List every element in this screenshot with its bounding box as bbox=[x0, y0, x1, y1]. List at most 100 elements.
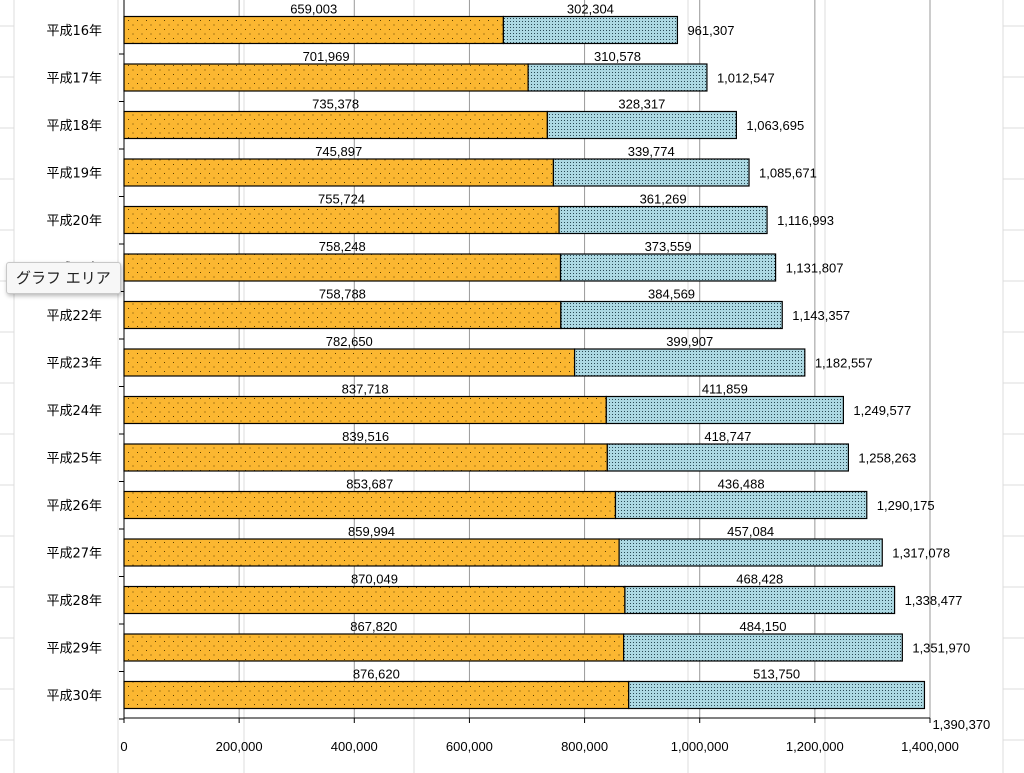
data-label-total: 961,307 bbox=[687, 23, 734, 38]
data-label-total: 1,290,175 bbox=[877, 498, 935, 513]
x-tick-label: 0 bbox=[120, 739, 127, 754]
data-label-series-1: 745,897 bbox=[315, 144, 362, 159]
bar-series-2 bbox=[558, 205, 768, 235]
x-tick-label: 1,200,000 bbox=[786, 739, 844, 754]
bar-series-1 bbox=[123, 490, 617, 520]
y-category-label: 平成29年 bbox=[46, 642, 102, 657]
data-label-series-2: 302,304 bbox=[567, 2, 614, 17]
x-tick-label: 400,000 bbox=[331, 739, 378, 754]
data-label-total: 1,131,807 bbox=[786, 261, 844, 276]
bar-series-1 bbox=[123, 633, 625, 662]
y-category-label: 平成24年 bbox=[46, 404, 102, 419]
data-label-series-1: 876,620 bbox=[353, 667, 400, 682]
bar-series-2 bbox=[606, 443, 849, 472]
data-label-series-2: 310,578 bbox=[594, 49, 641, 64]
data-labels: 659,003 302,304 961,307 701,969 310,578 1,012… bbox=[290, 2, 990, 733]
y-category-label: 平成18年 bbox=[46, 119, 102, 134]
y-category-label: 平成23年 bbox=[46, 357, 102, 372]
bar-series-1 bbox=[123, 585, 626, 615]
bar-series-2 bbox=[552, 158, 750, 187]
bar-series-2 bbox=[527, 63, 708, 92]
data-label-series-1: 867,820 bbox=[350, 619, 397, 634]
data-label-series-2: 373,559 bbox=[645, 239, 692, 254]
data-label-total: 1,012,547 bbox=[717, 71, 775, 86]
y-category-label: 平成16年 bbox=[46, 24, 102, 39]
bar-series-2 bbox=[628, 680, 926, 710]
data-label-series-2: 339,774 bbox=[628, 144, 675, 159]
bar-series-1 bbox=[123, 253, 562, 282]
y-category-label: 平成20年 bbox=[46, 214, 102, 229]
bar-series-1 bbox=[123, 300, 562, 330]
data-label-series-1: 701,969 bbox=[303, 49, 350, 64]
data-label-total: 1,249,577 bbox=[853, 403, 911, 418]
data-label-series-2: 513,750 bbox=[753, 667, 800, 682]
data-label-total: 1,338,477 bbox=[905, 593, 963, 608]
data-label-series-2: 328,317 bbox=[618, 97, 665, 112]
axis: 0 200,000 400,000 600,000 800,000 1,000,000 1,… bbox=[46, 0, 959, 754]
bar-series-2 bbox=[624, 585, 896, 615]
y-category-label: 平成19年 bbox=[46, 167, 102, 182]
data-label-series-1: 853,687 bbox=[346, 477, 393, 492]
bar-series-1 bbox=[123, 205, 560, 235]
bar-series-1 bbox=[123, 63, 529, 92]
bar-series-2 bbox=[618, 538, 883, 567]
data-label-series-2: 399,907 bbox=[666, 334, 713, 349]
data-label-total: 1,390,370 bbox=[932, 717, 990, 732]
data-label-series-1: 735,378 bbox=[312, 97, 359, 112]
bar-series-2 bbox=[605, 395, 844, 425]
x-tick-label: 1,000,000 bbox=[671, 739, 729, 754]
data-label-series-2: 436,488 bbox=[718, 477, 765, 492]
bar-series-1 bbox=[123, 443, 608, 472]
data-label-series-2: 384,569 bbox=[648, 287, 695, 302]
data-label-series-1: 839,516 bbox=[342, 429, 389, 444]
data-label-series-2: 484,150 bbox=[739, 619, 786, 634]
data-label-total: 1,116,993 bbox=[777, 213, 834, 228]
data-label-series-1: 755,724 bbox=[318, 192, 365, 207]
bar-series-2 bbox=[546, 110, 737, 140]
y-category-label: 平成27年 bbox=[46, 547, 102, 562]
data-label-series-1: 870,049 bbox=[351, 572, 398, 587]
data-label-total: 1,317,078 bbox=[892, 546, 950, 561]
y-category-label: 平成30年 bbox=[46, 689, 102, 704]
data-label-total: 1,182,557 bbox=[815, 356, 873, 371]
bar-series-2 bbox=[560, 300, 783, 330]
data-label-series-1: 758,788 bbox=[319, 287, 366, 302]
data-label-series-2: 361,269 bbox=[640, 192, 687, 207]
data-label-series-2: 468,428 bbox=[736, 572, 783, 587]
data-label-total: 1,143,357 bbox=[792, 308, 850, 323]
data-label-series-2: 418,747 bbox=[704, 429, 751, 444]
y-category-label: 平成28年 bbox=[46, 594, 102, 609]
bar-series-1 bbox=[123, 158, 555, 187]
data-label-series-1: 758,248 bbox=[319, 239, 366, 254]
data-label-series-1: 659,003 bbox=[290, 2, 337, 17]
y-category-label: 平成17年 bbox=[46, 72, 102, 87]
bar-series-2 bbox=[502, 15, 679, 45]
bar-series-2 bbox=[614, 490, 868, 520]
bar-series-2 bbox=[559, 253, 777, 282]
data-label-series-2: 411,859 bbox=[702, 382, 748, 397]
bar-series-1 bbox=[123, 395, 607, 425]
data-label-series-1: 782,650 bbox=[326, 334, 373, 349]
bar-series-1 bbox=[123, 348, 576, 377]
x-tick-label: 200,000 bbox=[216, 739, 263, 754]
y-category-label: 平成26年 bbox=[46, 499, 102, 514]
x-tick-label: 600,000 bbox=[446, 739, 493, 754]
bar-series-2 bbox=[623, 633, 903, 662]
data-label-series-1: 859,994 bbox=[348, 524, 395, 539]
data-label-series-1: 837,718 bbox=[342, 382, 389, 397]
y-category-label: 平成22年 bbox=[46, 309, 102, 324]
y-category-label: 平成25年 bbox=[46, 452, 102, 467]
bar-series-1 bbox=[123, 538, 620, 567]
data-label-total: 1,351,970 bbox=[912, 641, 970, 656]
bar-series-1 bbox=[123, 110, 548, 140]
data-label-total: 1,085,671 bbox=[759, 166, 817, 181]
bars bbox=[123, 15, 926, 710]
bar-series-1 bbox=[123, 15, 504, 45]
bar-series-1 bbox=[123, 680, 630, 710]
data-label-total: 1,063,695 bbox=[746, 118, 804, 133]
data-label-total: 1,258,263 bbox=[858, 451, 916, 466]
data-label-series-2: 457,084 bbox=[727, 524, 774, 539]
bar-series-2 bbox=[573, 348, 806, 377]
chart-area-tooltip: グラフ エリア bbox=[6, 262, 121, 294]
